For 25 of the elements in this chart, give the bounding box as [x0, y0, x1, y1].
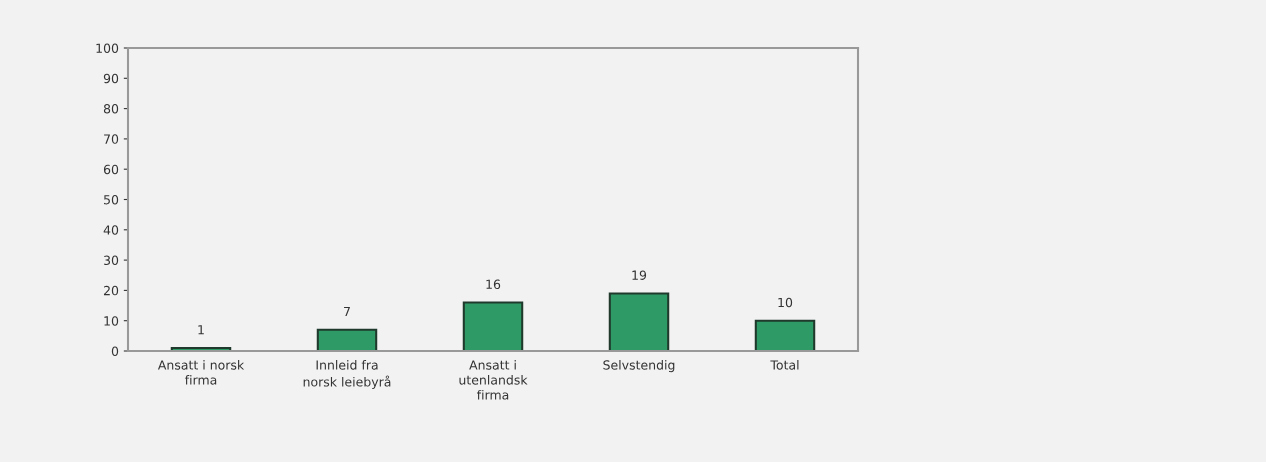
- y-tick-label: 40: [103, 225, 119, 235]
- bar: [754, 319, 816, 351]
- y-tick-label: 70: [104, 134, 119, 144]
- bar: [462, 301, 524, 351]
- y-tick-label: 60: [103, 164, 119, 175]
- data-label: 7: [344, 306, 350, 317]
- bar: [316, 328, 378, 351]
- x-tick-label: Total: [770, 360, 799, 370]
- y-tick-label: 80: [103, 104, 119, 114]
- y-tick-label: 90: [103, 73, 119, 84]
- y-tick-label: 20: [103, 285, 119, 296]
- y-tick-label: 100: [96, 43, 119, 53]
- y-tick-label: 50: [104, 194, 119, 205]
- bar: [608, 292, 670, 351]
- y-tick-label: 10: [104, 316, 119, 326]
- y-tick-label: 0: [111, 346, 119, 356]
- data-label: 16: [486, 279, 501, 289]
- x-tick-label: Ansatt i norsk firma: [157, 360, 245, 385]
- y-tick-label: 30: [104, 255, 119, 266]
- x-tick-label: Selvstendig: [603, 360, 675, 373]
- data-label: 1: [198, 325, 204, 335]
- data-label: 19: [632, 270, 647, 280]
- x-tick-label: Ansatt i utenlandsk firma: [459, 360, 528, 400]
- x-tick-label: Innleid fra norsk leiebyrå: [303, 360, 391, 389]
- data-label: 10: [778, 297, 793, 308]
